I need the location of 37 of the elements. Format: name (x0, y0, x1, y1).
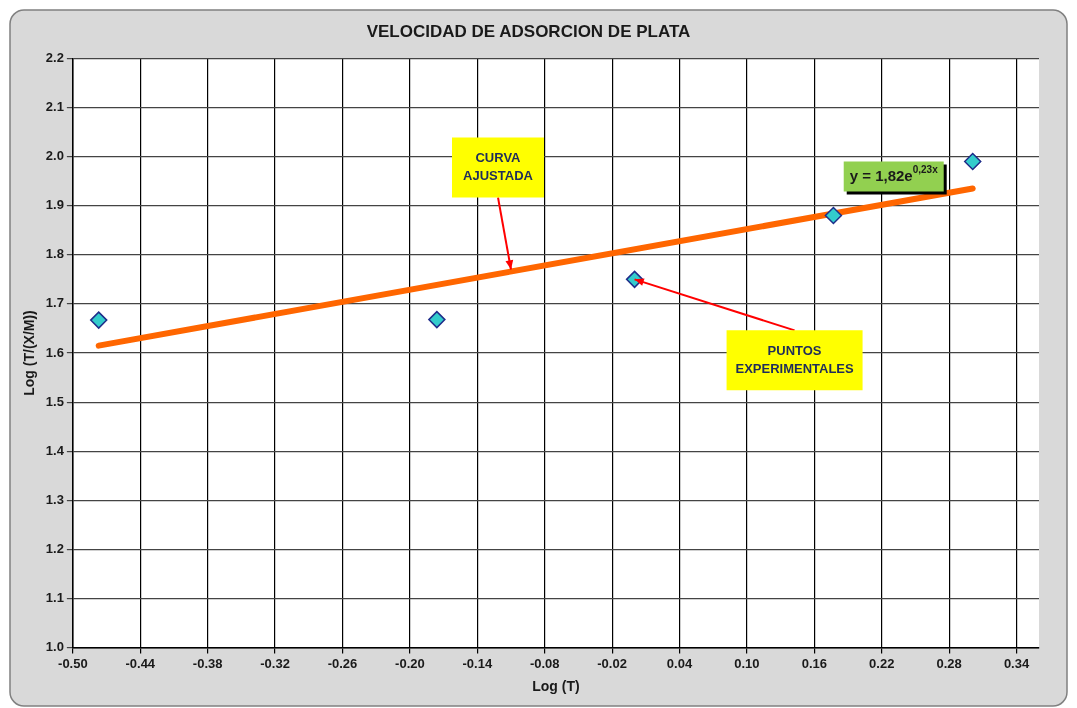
x-tick-label: -0.20 (395, 655, 425, 671)
y-tick-label: 1.6 (45, 344, 64, 360)
x-tick-label: 0.28 (936, 655, 962, 671)
x-tick-label: -0.08 (529, 655, 560, 671)
y-tick-label: 1.0 (45, 639, 64, 655)
x-tick-label: 0.34 (1003, 655, 1030, 671)
x-tick-label: 0.22 (869, 655, 895, 671)
y-tick-label: 1.4 (45, 442, 65, 458)
y-tick-label: 1.5 (45, 393, 64, 409)
y-tick-label: 1.1 (45, 590, 64, 606)
point (963, 152, 982, 171)
x-tick-label: 0.16 (801, 655, 827, 671)
x-tick-label: 0.10 (734, 655, 760, 671)
x-tick-label: 0.04 (666, 655, 693, 671)
x-tick-label: -0.02 (597, 655, 627, 671)
y-tick-label: 2.0 (45, 148, 64, 164)
y-axis-title: Log (T/(X/M)) (21, 310, 38, 396)
x-tick-label: -0.32 (260, 655, 290, 671)
y-tick-label: 1.8 (45, 246, 64, 262)
y-tick-label: 1.7 (45, 295, 64, 311)
y-tick-label: 1.9 (45, 197, 64, 213)
y-tick-label: 2.2 (45, 49, 64, 65)
x-tick-label: -0.50 (58, 655, 88, 671)
x-tick-label: -0.26 (327, 655, 358, 671)
x-tick-label: -0.44 (125, 655, 156, 671)
annotation: PUNTOS EXPERIMENTALES (735, 342, 855, 376)
x-axis-title: Log (T) (532, 678, 580, 695)
y-tick-label: 1.2 (45, 540, 64, 556)
x-tick-label: -0.38 (192, 655, 223, 671)
point (824, 206, 843, 225)
chart-title: VELOCIDAD DE ADSORCION DE PLATA (366, 21, 691, 41)
y-tick-label: 1.3 (45, 491, 64, 507)
point (428, 310, 446, 329)
point (89, 311, 108, 329)
annotation: CURVA AJUSTADA (463, 150, 534, 184)
y-tick-label: 2.1 (45, 99, 64, 115)
x-tick-label: -0.14 (462, 655, 493, 671)
